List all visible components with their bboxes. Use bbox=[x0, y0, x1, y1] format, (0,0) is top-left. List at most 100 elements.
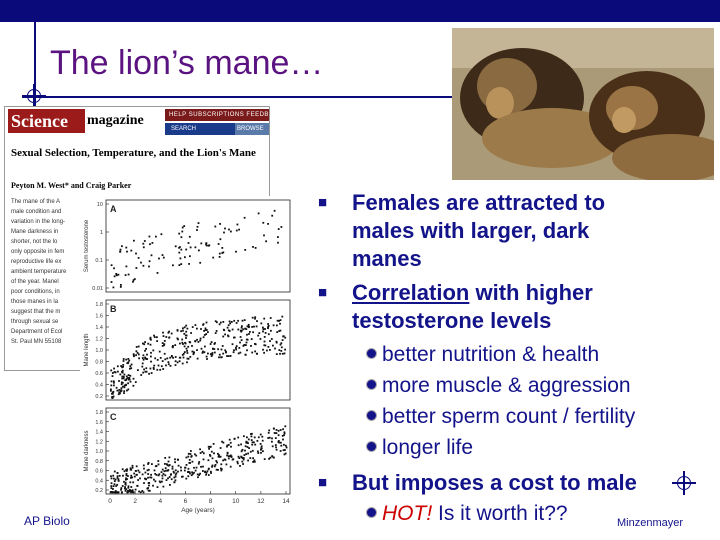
panel-label: B bbox=[110, 304, 117, 314]
scatter-point bbox=[247, 326, 250, 329]
scatter-point bbox=[228, 320, 231, 323]
scatter-point bbox=[273, 432, 276, 434]
scatter-point bbox=[229, 322, 232, 325]
scatter-point bbox=[162, 256, 165, 259]
scatter-point bbox=[254, 443, 257, 446]
scatter-point bbox=[271, 437, 273, 440]
scatter-point bbox=[186, 352, 189, 354]
scatter-point bbox=[116, 365, 119, 368]
scatter-point bbox=[125, 488, 127, 491]
scatter-point bbox=[120, 488, 122, 491]
scatter-point bbox=[168, 456, 171, 459]
scatter-point bbox=[201, 450, 204, 453]
scatter-point bbox=[279, 322, 281, 325]
scatter-point bbox=[270, 329, 272, 332]
scatter-point bbox=[200, 328, 202, 330]
scatter-point bbox=[168, 336, 170, 339]
scatter-point bbox=[135, 267, 138, 269]
sub-bullet-text: better nutrition & health bbox=[382, 343, 600, 366]
scatter-point bbox=[240, 330, 243, 333]
scatter-point bbox=[279, 429, 282, 431]
scatter-point bbox=[205, 321, 208, 324]
scatter-point bbox=[193, 466, 195, 469]
crosshair-icon bbox=[672, 471, 696, 495]
scatter-point bbox=[255, 352, 258, 355]
scatter-point bbox=[183, 345, 186, 348]
scatter-point bbox=[148, 484, 150, 487]
scatter-point bbox=[207, 474, 210, 476]
y-tick-label: 1.8 bbox=[95, 410, 103, 416]
scatter-point bbox=[136, 352, 139, 354]
scatter-point bbox=[182, 343, 184, 345]
scatter-point bbox=[207, 352, 209, 355]
scatter-point bbox=[129, 489, 131, 491]
scatter-point bbox=[249, 450, 252, 453]
scatter-point bbox=[160, 233, 163, 236]
scatter-point bbox=[156, 486, 159, 488]
scatter-point bbox=[205, 244, 208, 247]
scatter-point bbox=[232, 351, 235, 354]
scatter-point bbox=[131, 490, 134, 492]
scatter-point bbox=[244, 354, 247, 356]
scatter-point bbox=[163, 344, 165, 347]
y-tick-label: 1.0 bbox=[95, 348, 103, 354]
scatter-point bbox=[125, 379, 128, 381]
scatter-point bbox=[166, 464, 169, 467]
scatter-point bbox=[123, 390, 126, 393]
scatter-point bbox=[238, 457, 241, 459]
scatter-point bbox=[230, 456, 233, 458]
scatter-point bbox=[194, 340, 197, 343]
scatter-point bbox=[240, 326, 243, 329]
scatter-point bbox=[158, 350, 161, 353]
scatter-point bbox=[210, 472, 212, 474]
scatter-point bbox=[131, 489, 134, 492]
scatter-point bbox=[230, 321, 233, 323]
panel-frame bbox=[105, 199, 291, 293]
scatter-point bbox=[237, 352, 240, 355]
scatter-point bbox=[202, 458, 205, 461]
y-tick-label: 0.6 bbox=[95, 469, 103, 475]
scatter-point bbox=[114, 371, 117, 374]
scatter-point bbox=[116, 475, 119, 478]
scatter-point bbox=[259, 443, 262, 445]
scatter-point bbox=[145, 370, 148, 373]
scatter-point bbox=[229, 454, 232, 457]
scatter-point bbox=[284, 348, 286, 351]
scatter-point bbox=[176, 361, 179, 364]
x-tick-label: 12 bbox=[257, 498, 265, 505]
scatter-point bbox=[205, 473, 207, 476]
scatter-point bbox=[207, 244, 210, 247]
scatter-point bbox=[141, 362, 144, 365]
scatter-point bbox=[129, 374, 132, 377]
scatter-point bbox=[118, 474, 121, 477]
x-tick-label: 4 bbox=[158, 498, 162, 505]
scatter-point bbox=[124, 483, 127, 485]
y-tick-label: 0.2 bbox=[95, 394, 103, 400]
scatter-point bbox=[246, 325, 249, 328]
scatter-point bbox=[154, 480, 157, 483]
scatter-point bbox=[279, 450, 282, 452]
scatter-point bbox=[118, 380, 120, 382]
scatter-point bbox=[221, 345, 224, 347]
scatter-point bbox=[129, 468, 132, 471]
scatter-point bbox=[274, 444, 277, 446]
scatter-point bbox=[173, 481, 176, 484]
scatter-point bbox=[245, 441, 248, 444]
scatter-point bbox=[271, 455, 274, 458]
scatter-point bbox=[230, 230, 232, 233]
scatter-point bbox=[124, 481, 127, 484]
sub-bullet-text: more muscle & aggression bbox=[382, 374, 631, 397]
article-body-line: of the year. Manel bbox=[11, 279, 59, 285]
scatter-point bbox=[166, 463, 168, 466]
scatter-point bbox=[249, 331, 251, 333]
y-tick-label: 0.2 bbox=[95, 488, 103, 494]
scatter-point bbox=[157, 460, 160, 462]
scatter-point bbox=[224, 349, 227, 352]
scatter-point bbox=[127, 475, 129, 477]
scatter-point bbox=[205, 355, 208, 358]
scatter-point bbox=[215, 330, 218, 332]
scatter-point bbox=[144, 471, 147, 474]
scatter-point bbox=[209, 454, 211, 456]
scatter-point bbox=[242, 345, 245, 347]
scatter-point bbox=[127, 362, 129, 365]
